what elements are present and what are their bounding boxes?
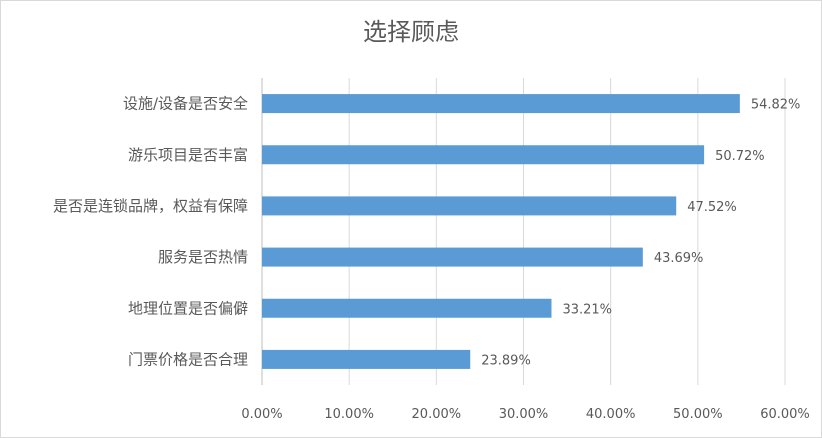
x-tick-label: 60.00% (760, 407, 810, 422)
bar (262, 349, 471, 369)
data-label: 47.52% (687, 200, 737, 215)
bars (262, 94, 740, 369)
labels: 0.00% 10.00% 20.00% 30.00% 40.00% 50.00% 60.00… (53, 95, 810, 422)
category-label: 游乐项目是否丰富 (128, 146, 248, 164)
x-tick-label: 20.00% (412, 407, 462, 422)
bar (262, 196, 677, 216)
x-tick-label: 50.00% (673, 407, 723, 422)
data-label: 54.82% (751, 98, 801, 113)
x-tick-label: 0.00% (241, 407, 282, 422)
category-label: 门票价格是否合理 (128, 350, 248, 368)
category-label: 是否是连锁品牌，权益有保障 (53, 197, 248, 215)
chart-title: 选择顾虑 (363, 18, 459, 46)
category-label: 服务是否热情 (158, 248, 248, 266)
x-tick-label: 40.00% (586, 407, 636, 422)
data-label: 23.89% (481, 353, 531, 368)
data-label: 50.72% (715, 149, 765, 164)
category-label: 地理位置是否偏僻 (128, 299, 248, 317)
bar (262, 145, 705, 165)
data-label: 33.21% (562, 302, 612, 317)
bar (262, 298, 552, 318)
bar (262, 247, 643, 267)
x-tick-label: 10.00% (324, 407, 374, 422)
bar (262, 94, 740, 114)
data-label: 43.69% (654, 251, 704, 266)
gridlines (261, 78, 786, 385)
x-tick-label: 30.00% (499, 407, 549, 422)
category-label: 设施/设备是否安全 (123, 95, 248, 113)
